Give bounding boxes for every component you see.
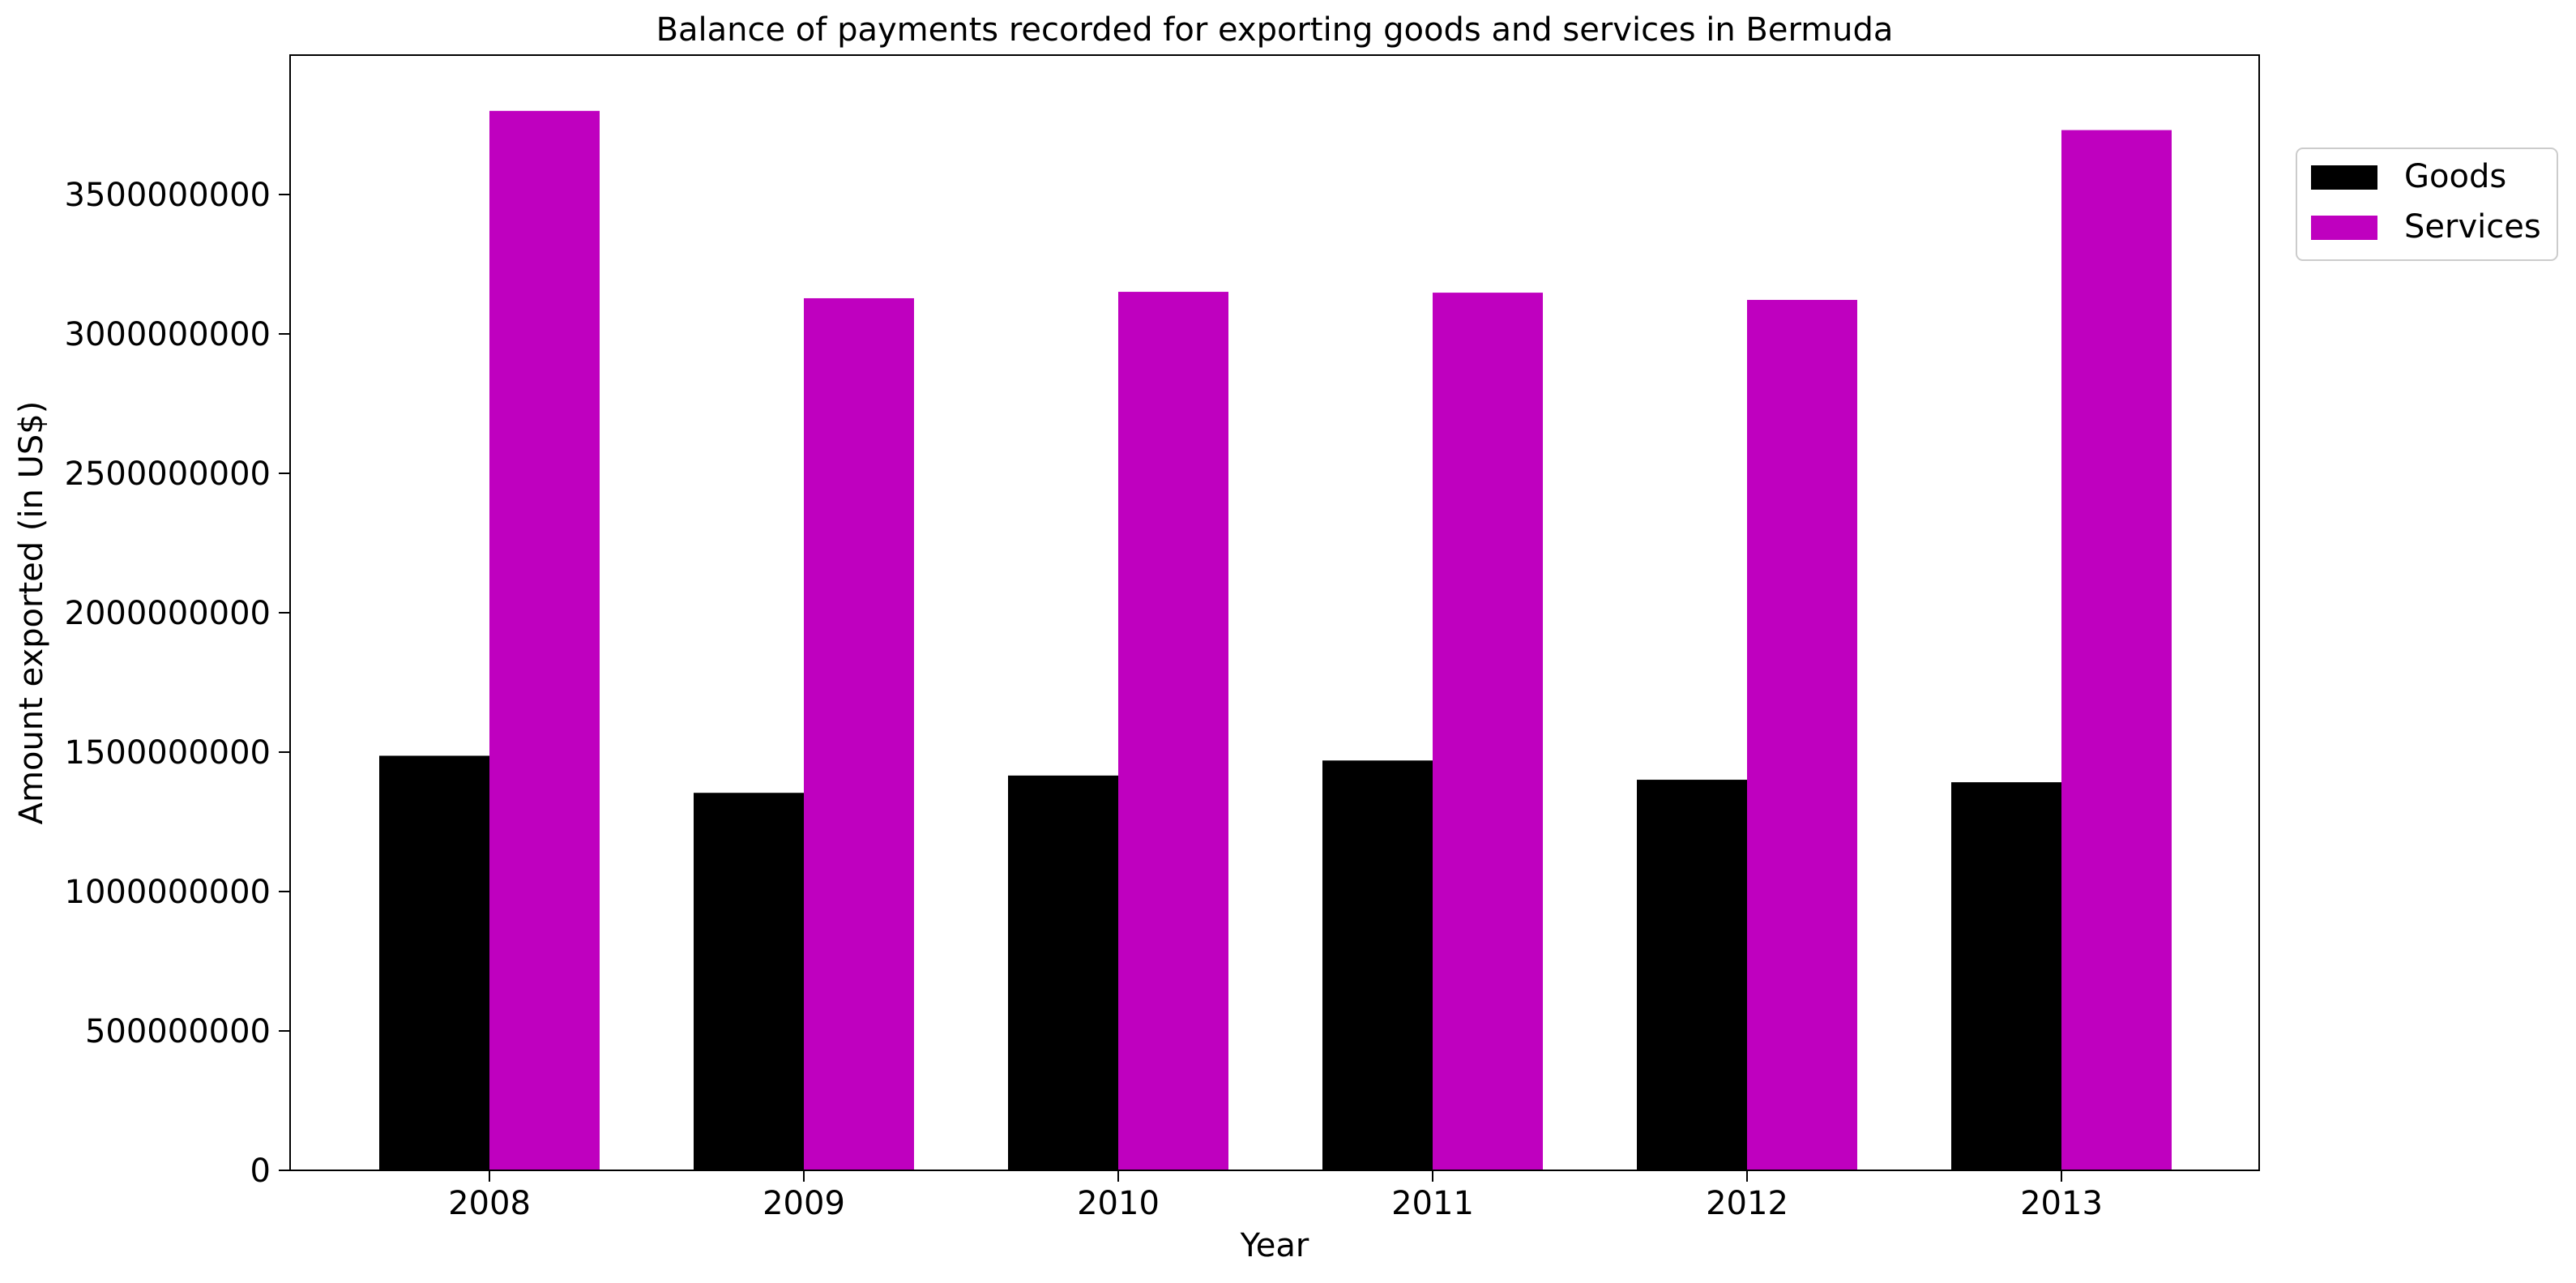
bar-services-2009	[804, 297, 914, 1170]
bar-services-2012	[1747, 300, 1857, 1171]
bar-goods-2011	[1322, 760, 1433, 1170]
y-tick-label: 0	[250, 1153, 271, 1190]
y-tick-label: 1000000000	[65, 874, 271, 911]
y-tick-label: 1500000000	[65, 734, 271, 772]
bar-services-2011	[1433, 293, 1543, 1170]
chart-title: Balance of payments recorded for exporti…	[656, 11, 1894, 49]
x-tick-label: 2008	[448, 1185, 531, 1222]
bar-goods-2010	[1008, 775, 1118, 1170]
legend-label-services: Services	[2404, 208, 2541, 246]
legend-swatch-goods	[2311, 165, 2377, 190]
y-tick-label: 2500000000	[65, 455, 271, 493]
bar-goods-2009	[694, 793, 804, 1170]
y-axis-label: Amount exported (in US$)	[13, 401, 50, 825]
legend: Goods Services	[2296, 148, 2558, 261]
legend-swatch-services	[2311, 216, 2377, 240]
x-tick-label: 2010	[1077, 1185, 1160, 1222]
y-tick-label: 3500000000	[65, 177, 271, 214]
bar-goods-2012	[1637, 780, 1747, 1170]
bar-services-2008	[489, 110, 600, 1170]
x-tick-label: 2012	[1706, 1185, 1788, 1222]
y-tick-label: 3000000000	[65, 316, 271, 353]
legend-label-goods: Goods	[2404, 158, 2506, 195]
x-tick-label: 2009	[763, 1185, 845, 1222]
y-tick-label: 500000000	[85, 1013, 271, 1050]
bar-goods-2008	[379, 755, 489, 1170]
bar-goods-2013	[1951, 782, 2061, 1170]
x-axis: 2008 2009 2010 2011 2012 2013	[448, 1170, 2103, 1222]
y-tick-label: 2000000000	[65, 595, 271, 632]
x-tick-label: 2013	[2020, 1185, 2103, 1222]
y-axis: 0 500000000 1000000000 1500000000 2000000000…	[65, 177, 290, 1190]
bar-services-2010	[1118, 292, 1228, 1170]
x-axis-label: Year	[1240, 1227, 1309, 1264]
bars-layer	[379, 110, 2172, 1171]
x-tick-label: 2011	[1391, 1185, 1474, 1222]
bar-services-2013	[2061, 130, 2172, 1170]
